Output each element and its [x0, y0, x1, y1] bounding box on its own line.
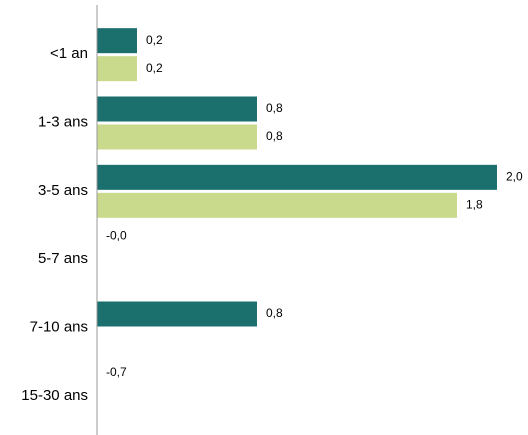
y-tick-label: 1-3 ans: [38, 113, 88, 130]
bar: [97, 28, 137, 54]
value-label: -0,7: [106, 365, 127, 379]
bar: [97, 192, 457, 218]
value-label: 0,2: [146, 33, 163, 47]
bar: [97, 301, 257, 327]
bar: [97, 164, 497, 190]
y-tick-label: 7-10 ans: [30, 318, 88, 335]
value-label: 0,2: [146, 61, 163, 75]
value-label: 2,0: [506, 170, 523, 184]
y-tick-label: 3-5 ans: [38, 182, 88, 199]
value-label: 0,8: [266, 306, 283, 320]
value-label: 0,8: [266, 129, 283, 143]
y-tick-label: <1 an: [50, 45, 88, 62]
value-label: 1,8: [466, 198, 483, 212]
y-tick-label: 5-7 ans: [38, 250, 88, 267]
y-tick-label: 15-30 ans: [21, 387, 88, 404]
bar: [97, 56, 137, 82]
bar: [97, 96, 257, 122]
value-label: 0,8: [266, 101, 283, 115]
bar: [97, 124, 257, 150]
plot-area: [97, 28, 497, 327]
value-label: -0,0: [106, 228, 127, 242]
